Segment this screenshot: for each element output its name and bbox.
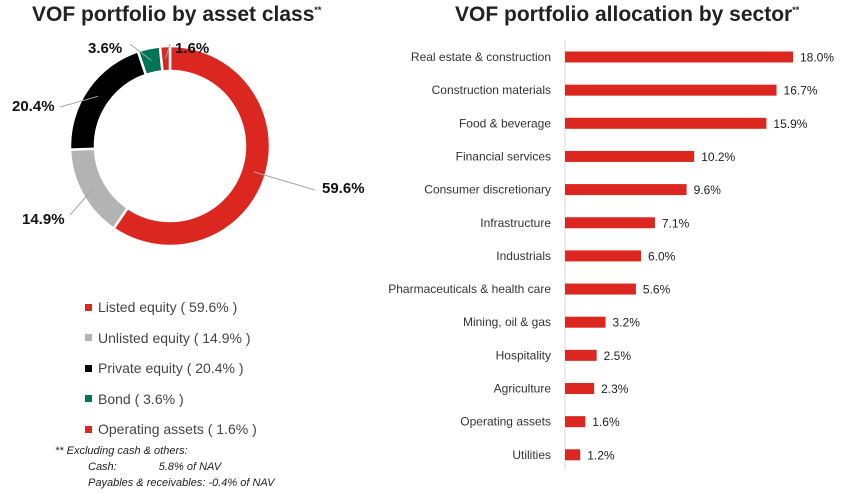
leader-line <box>253 171 316 191</box>
leader-line <box>69 187 94 216</box>
bar <box>565 316 606 328</box>
footnote-payables: Payables & receivables: -0.4% of NAV <box>88 477 275 489</box>
bar-value-label: 5.6% <box>643 283 671 297</box>
legend-label: Private equity ( 20.4% ) <box>98 360 244 377</box>
bar-value-label: 10.2% <box>701 150 735 164</box>
category-label: Financial services <box>456 149 551 163</box>
legend-item: Private equity ( 20.4% ) <box>85 353 257 384</box>
leader-line <box>59 95 99 108</box>
category-label: Pharmaceuticals & health care <box>388 282 551 296</box>
category-label: Infrastructure <box>480 216 551 230</box>
category-label: Agriculture <box>494 382 552 396</box>
donut-slice <box>68 147 130 231</box>
bar-value-label: 18.0% <box>800 51 834 65</box>
footnote-heading: ** Excluding cash & others: <box>55 445 188 457</box>
bar-value-label: 1.2% <box>587 448 615 462</box>
category-label: Mining, oil & gas <box>463 315 551 329</box>
bar-value-label: 7.1% <box>662 216 690 230</box>
footnote-cash-label: Cash: <box>88 461 117 473</box>
donut-data-label: 14.9% <box>22 211 65 228</box>
bar <box>565 217 655 229</box>
bar <box>565 84 777 96</box>
category-label: Industrials <box>496 249 551 263</box>
bar <box>565 349 597 361</box>
legend-swatch <box>85 395 92 403</box>
legend-item: Listed equity ( 59.6% ) <box>85 292 257 323</box>
bar-value-label: 1.6% <box>592 415 620 429</box>
donut-data-label: 59.6% <box>322 180 365 197</box>
bar <box>565 383 595 394</box>
legend-swatch <box>85 425 92 433</box>
bar-value-label: 9.6% <box>694 183 722 197</box>
legend-swatch <box>85 334 92 342</box>
category-label: Operating assets <box>460 415 551 429</box>
legend-item: Unlisted equity ( 14.9% ) <box>85 323 257 354</box>
category-label: Real estate & construction <box>411 50 551 64</box>
donut-data-label: 1.6% <box>175 40 209 57</box>
donut-slice <box>111 44 272 248</box>
leader-line <box>129 43 152 61</box>
legend-swatch <box>85 364 92 372</box>
bar-value-label: 16.7% <box>784 84 818 98</box>
bar <box>565 184 687 196</box>
category-label: Consumer discretionary <box>424 183 551 197</box>
sector-title-text: VOF portfolio allocation by sector <box>455 3 793 26</box>
bar-value-label: 15.9% <box>773 117 807 131</box>
bar-value-label: 2.3% <box>601 382 629 396</box>
sector-title: VOF portfolio allocation by sector** <box>455 3 799 27</box>
bar-value-label: 3.2% <box>613 316 641 330</box>
donut-data-label: 20.4% <box>12 98 55 115</box>
bar-value-label: 6.0% <box>648 249 676 263</box>
legend-label: Listed equity ( 59.6% ) <box>98 299 238 316</box>
bar <box>565 416 586 428</box>
bar <box>565 117 767 129</box>
bar <box>565 449 581 461</box>
donut-slice <box>68 49 148 151</box>
donut-data-label: 3.6% <box>88 40 122 57</box>
title-footnote-mark: ** <box>314 5 322 15</box>
legend-label: Bond ( 3.6% ) <box>98 390 184 407</box>
legend-label: Unlisted equity ( 14.9% ) <box>98 329 251 346</box>
asset-class-title: VOF portfolio by asset class** <box>32 3 321 27</box>
title-footnote-mark: ** <box>792 5 800 15</box>
legend-swatch <box>85 303 92 311</box>
footnote: ** Excluding cash & others: Cash: 5.8% of… <box>55 443 274 491</box>
bar <box>565 283 636 295</box>
category-label: Food & beverage <box>459 116 551 130</box>
legend-item: Operating assets ( 1.6% ) <box>85 414 257 445</box>
donut-legend: Listed equity ( 59.6% ) Unlisted equity … <box>85 292 257 445</box>
bar-value-label: 2.5% <box>604 349 632 363</box>
leader-line <box>165 43 171 59</box>
footnote-cash-value: 5.8% of NAV <box>158 461 222 473</box>
legend-item: Bond ( 3.6% ) <box>85 384 257 415</box>
bar <box>565 150 695 162</box>
category-label: Hospitality <box>496 348 551 362</box>
legend-label: Operating assets ( 1.6% ) <box>98 421 257 438</box>
category-label: Construction materials <box>432 83 551 97</box>
category-label: Utilities <box>512 448 551 462</box>
asset-class-title-text: VOF portfolio by asset class <box>32 3 315 26</box>
bar <box>565 250 641 262</box>
bar <box>565 51 793 63</box>
